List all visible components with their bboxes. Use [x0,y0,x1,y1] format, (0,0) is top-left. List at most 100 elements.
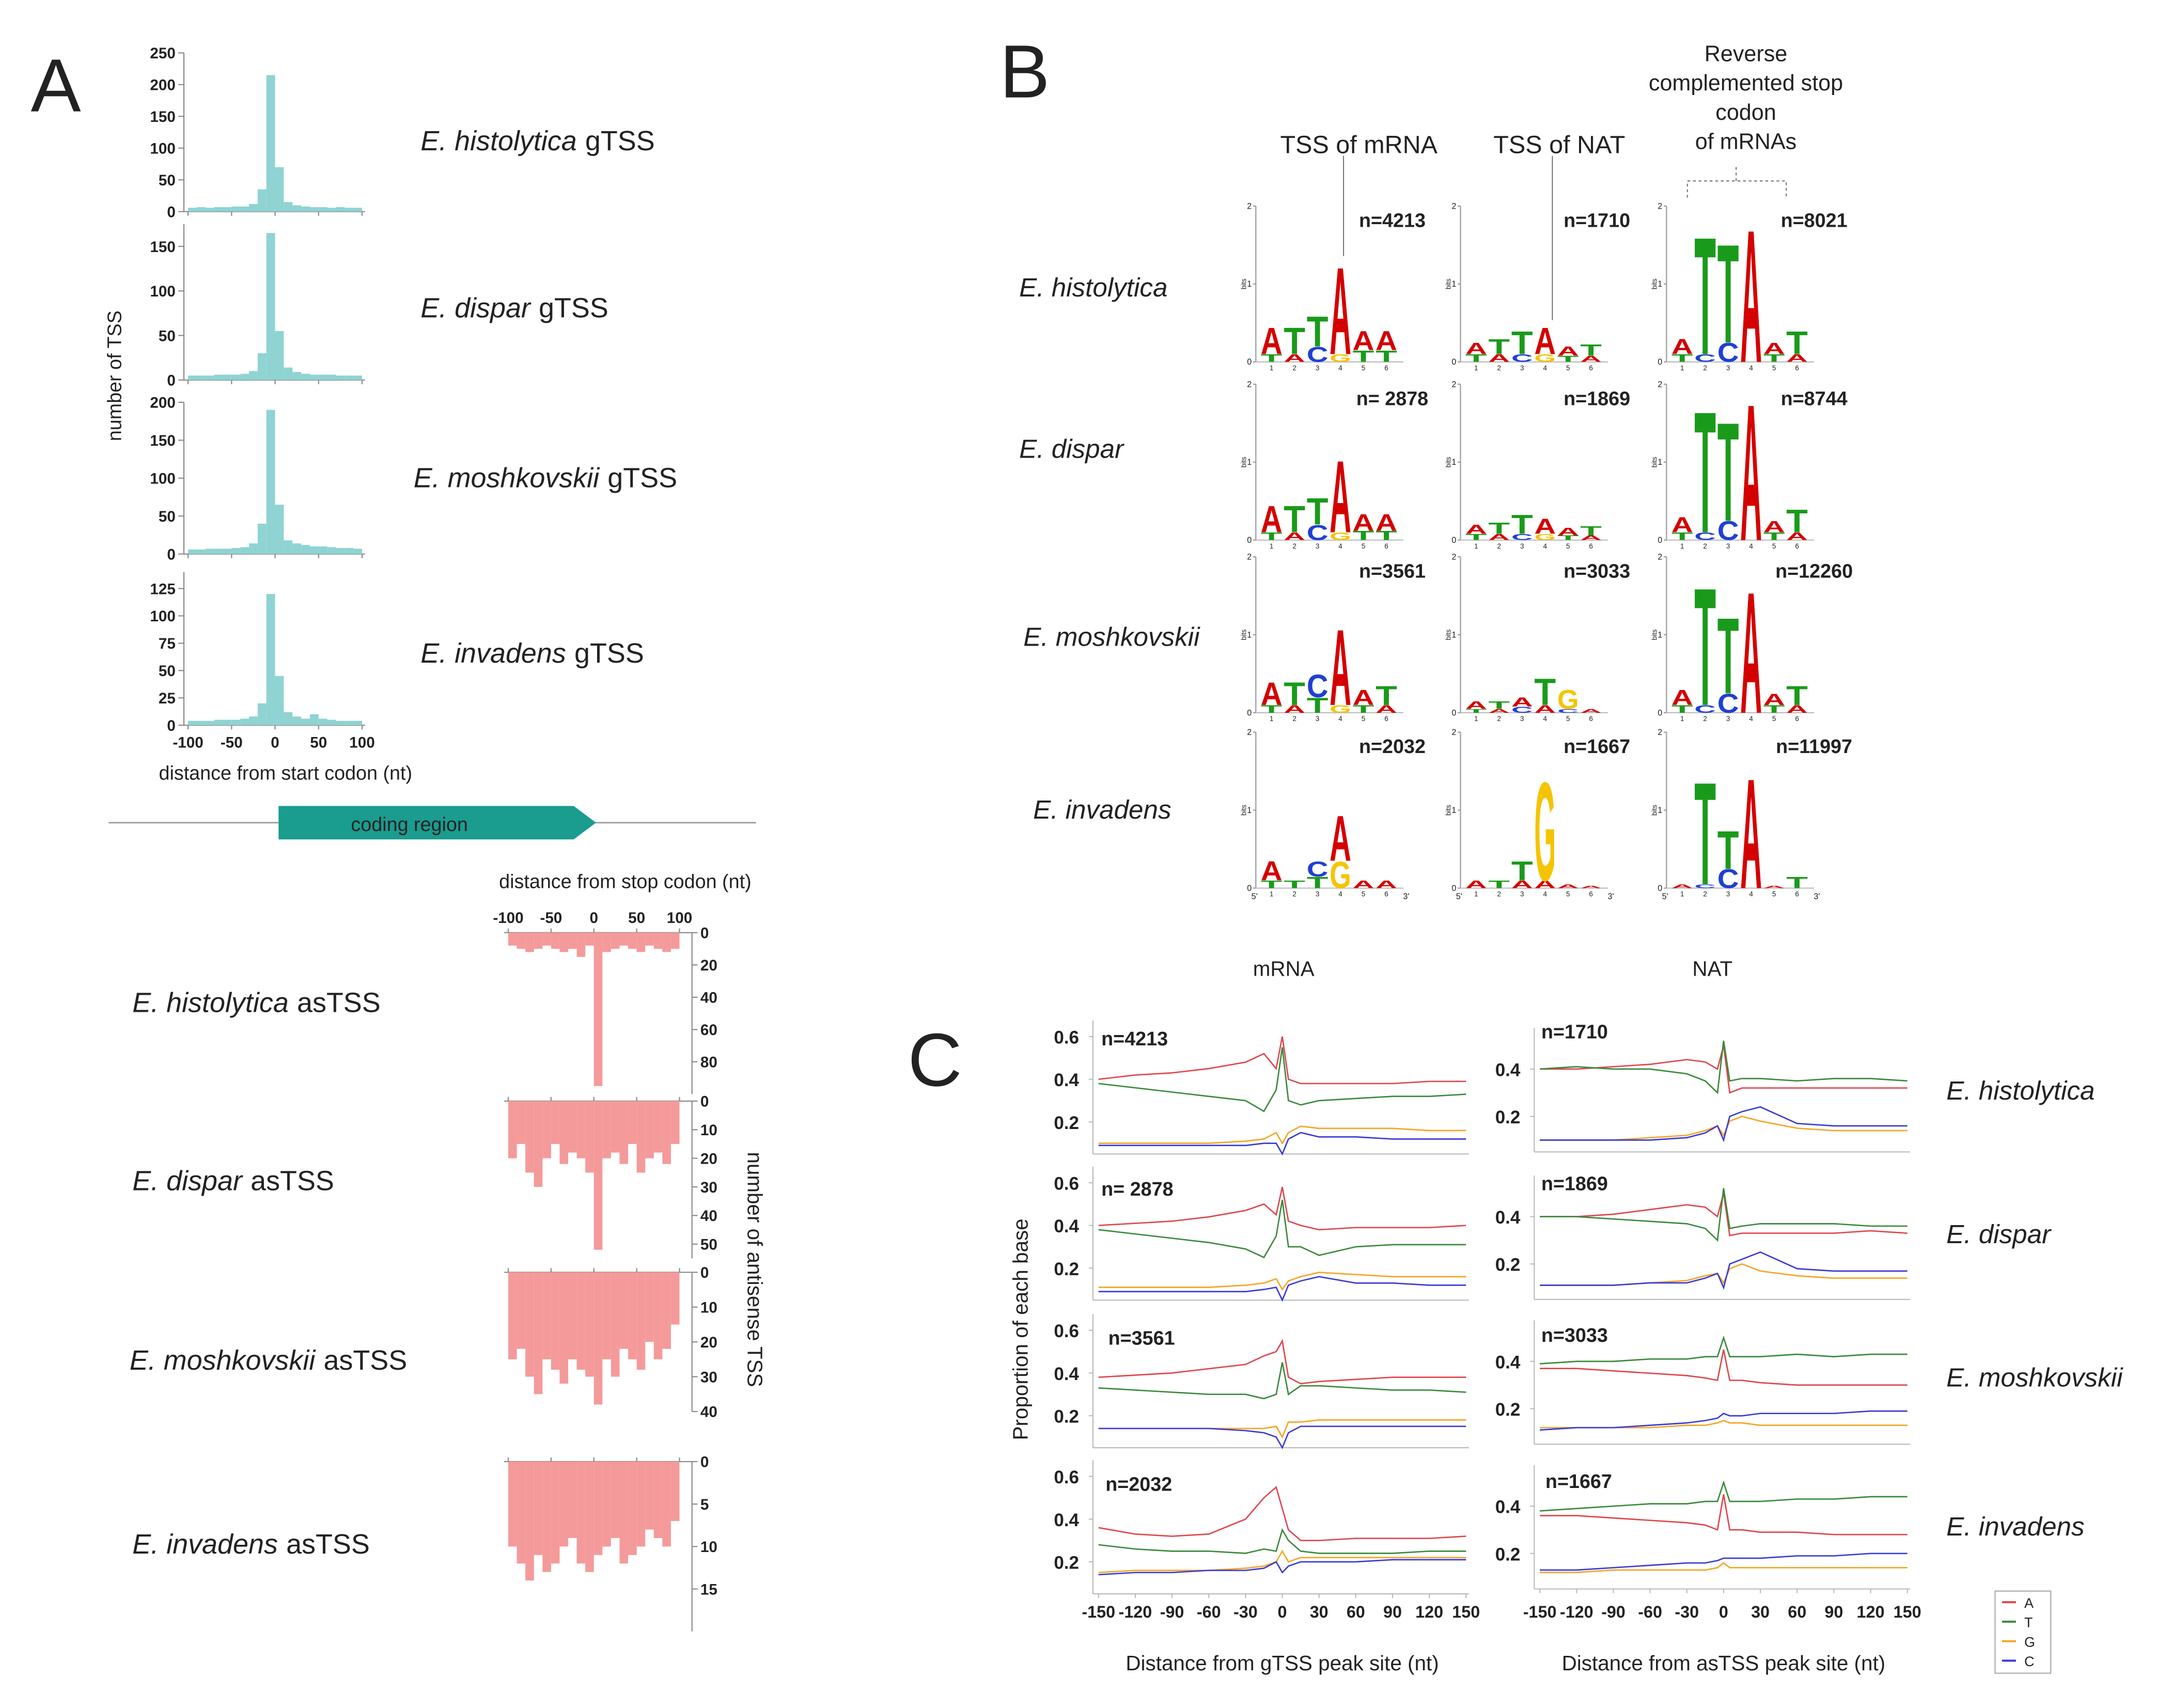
legend-box [1994,1590,2052,1674]
species: E. dispar [420,293,532,324]
base-line [1098,1339,1466,1385]
logo-letter: A [1376,879,1397,890]
x-axis-label: Distance from asTSS peak site (nt) [1562,1651,1886,1675]
n-label: n= 2878 [1101,1178,1173,1200]
position-label: 5 [1362,715,1366,723]
bar [611,1101,620,1153]
y-tick-label: 0 [700,1454,709,1471]
x-tick-label: -30 [1233,1603,1258,1621]
y-axis-label: bits [1445,805,1452,816]
logo-letter: T [1786,874,1808,892]
bar [327,374,336,380]
bar [275,505,284,554]
end-label: 5' [1456,892,1462,901]
bar [576,1101,586,1158]
column-header: TSS of mRNA [1280,131,1437,159]
y-axis-label: bits [1240,278,1247,289]
bar [611,1272,620,1377]
base-line [1540,1553,1908,1571]
panel-letter: C [908,1017,962,1102]
base-line [1540,1263,1908,1286]
bar [240,373,249,380]
base-line [1098,1362,1466,1400]
position-label: 4 [1543,542,1547,550]
x-tick-label: 150 [1452,1603,1480,1621]
logo-letter: T [1307,874,1329,892]
logo-letter: T [1786,680,1808,711]
position-label: 3 [1520,715,1524,723]
bar [525,1461,534,1581]
logo-letter: A [1740,746,1762,921]
bar [223,549,232,554]
species-label: E. moshkovskii [1946,1362,2123,1392]
position-label: 4 [1749,542,1753,550]
bar [214,549,223,554]
y-tick-label: 0 [167,372,175,389]
y-tick-label: 0.2 [1054,1259,1079,1279]
position-label: 5 [1566,364,1570,372]
y-axis-label: bits [1240,457,1247,467]
x-tick-label: 0 [1719,1603,1728,1621]
logo-letter: C [1557,708,1579,714]
bar [602,1101,611,1158]
logo-letter: T [1694,553,1716,741]
position-label: 3 [1520,364,1524,372]
y-tick-label: 2 [1247,380,1252,389]
logo-letter: G [1534,353,1556,365]
logo-letter: T [1376,348,1397,366]
bar [214,719,223,726]
bar [619,1272,629,1349]
n-label: n=1710 [1541,1021,1608,1043]
logo-letter: T [1717,821,1739,881]
position-label: 5 [1772,715,1776,723]
n-label: n=1667 [1545,1470,1612,1492]
bar [525,1272,534,1377]
y-tick-label: 100 [150,608,175,625]
bar [309,374,319,380]
y-tick-label: 0 [700,925,709,942]
bar [301,206,310,212]
logo-letter: A [1786,703,1808,715]
position-label: 4 [1338,542,1342,550]
x-tick-label: 90 [1383,1603,1402,1621]
base-line [1098,1199,1466,1259]
y-tick-label: 0.2 [1495,1107,1521,1127]
logo-letter: T [1465,708,1488,714]
position-label: 1 [1270,890,1274,898]
y-tick-label: 150 [150,239,175,256]
x-tick-label: 60 [1347,1603,1365,1621]
bar [593,1101,603,1250]
position-label: 6 [1589,542,1593,550]
x-tick-label: -100 [173,734,203,751]
bar [336,375,345,380]
bar [576,1461,586,1564]
y-tick-label: 1 [1658,279,1662,289]
bar [353,208,363,212]
position-label: 3 [1316,715,1320,723]
bar [534,1101,543,1187]
y-tick-label: 0 [1247,357,1252,367]
y-tick-label: 60 [700,1022,717,1039]
bar [585,1461,594,1572]
x-tick-label: 150 [1894,1603,1921,1621]
x-tick-label: -120 [1560,1603,1593,1621]
position-label: 5 [1362,890,1366,898]
bar [670,1461,680,1522]
bar [653,1461,663,1538]
x-tick-label: 120 [1415,1603,1443,1621]
n-label: n=2032 [1105,1474,1172,1495]
y-tick-label: 30 [700,1179,717,1196]
position-label: 4 [1543,364,1547,372]
y-tick-label: 20 [700,957,717,974]
bar [336,547,345,554]
logo-letter: A [1330,607,1351,728]
position-label: 6 [1795,715,1799,723]
bar [309,207,319,212]
logo-letter: A [1353,510,1374,536]
x-tick-label: -60 [1197,1603,1221,1621]
position-label: 5 [1772,890,1776,898]
logo-letter: T [1353,348,1374,366]
logo-letter: T [1353,703,1374,715]
y-tick-label: 200 [150,77,175,94]
